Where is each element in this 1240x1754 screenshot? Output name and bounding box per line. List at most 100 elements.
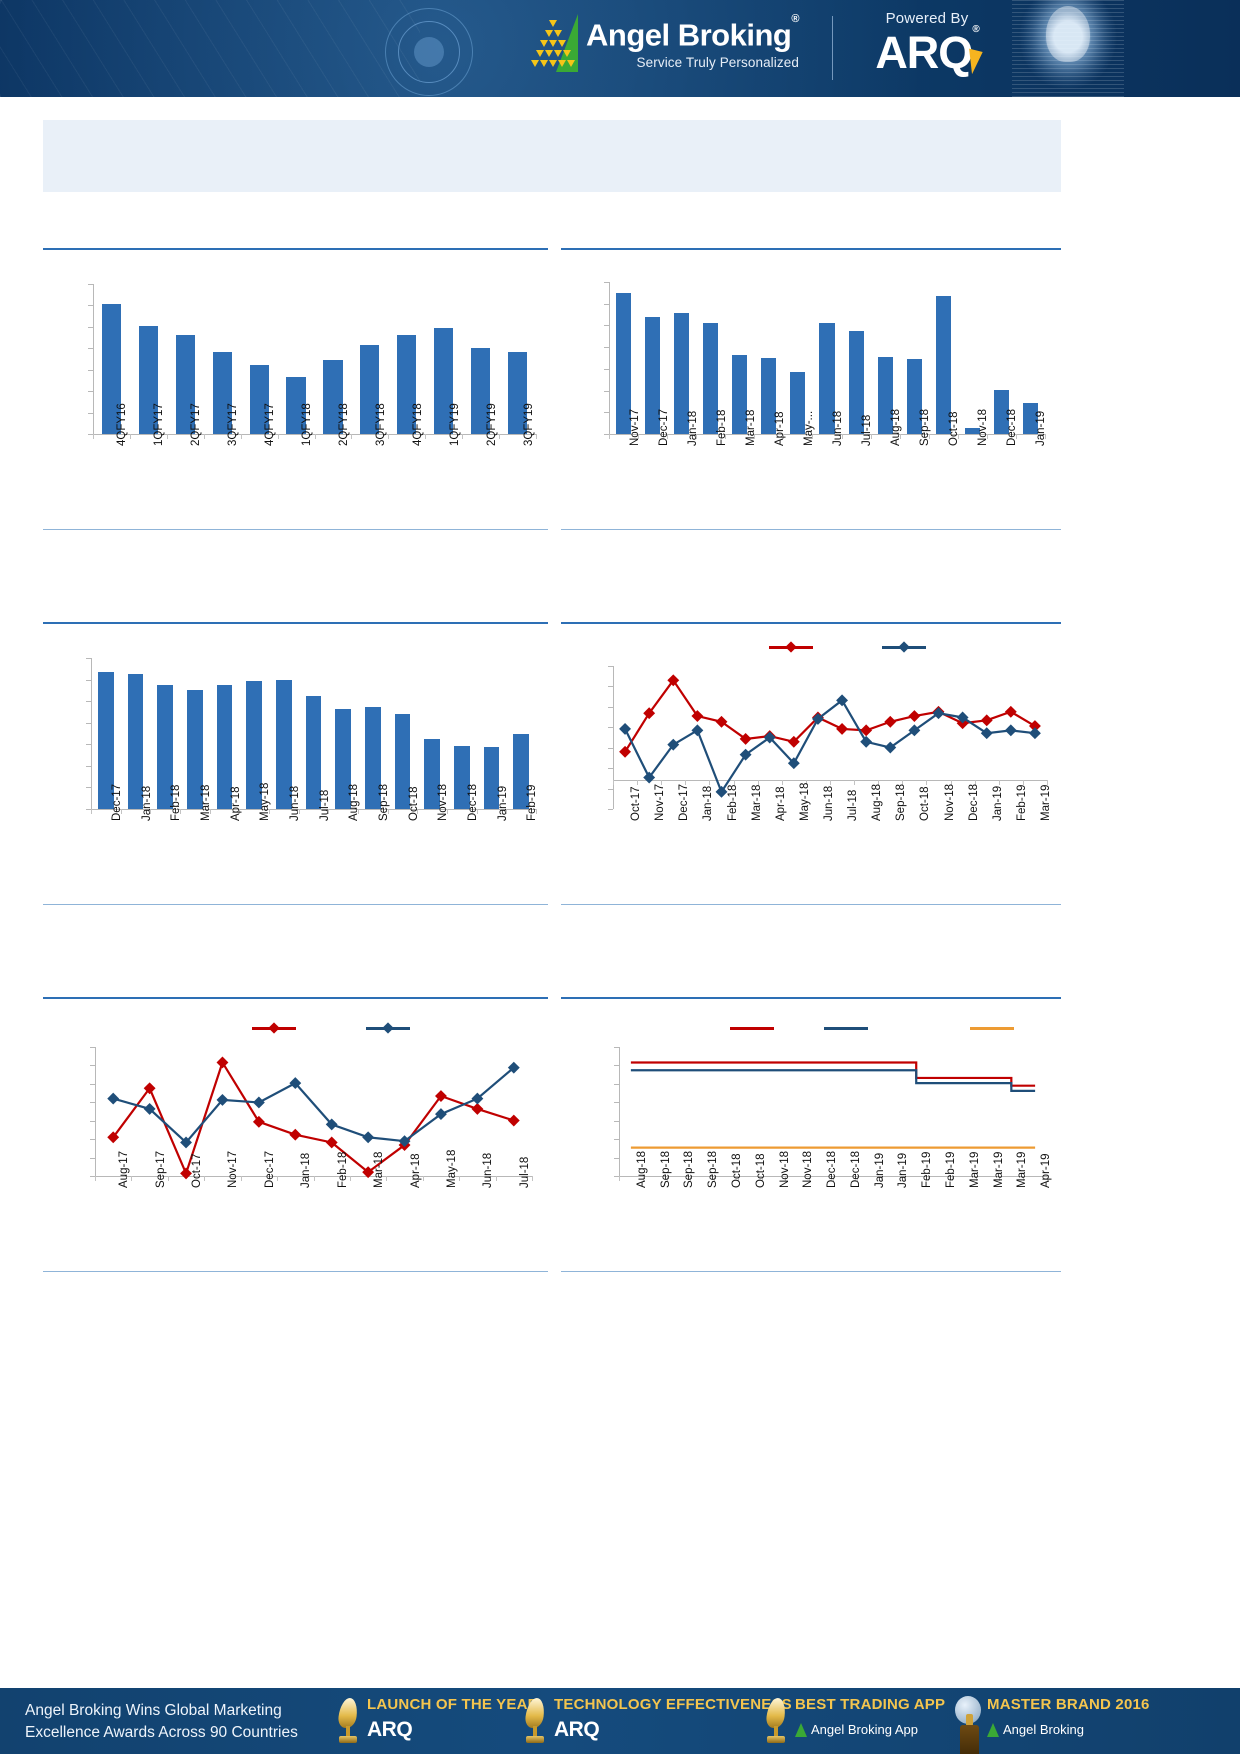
chart-4-plot: Oct-17 Nov-17 Dec-17 Jan-18 Feb-18 Mar-18 Apr-… [561,622,1061,905]
award-brand: Angel Broking App [795,1722,918,1737]
chart-5-plot: Aug-17 Sep-17 Oct-17 Nov-17 Dec-17 Jan-18 Feb-… [43,997,548,1272]
header-ring-graphic [385,8,473,96]
x-axis-tick [532,1176,533,1181]
x-axis-label: Apr-18 [774,786,787,821]
x-axis-label: Aug-17 [118,1150,131,1188]
award-title: MASTER BRAND 2016 [987,1696,1150,1713]
y-axis-tick [90,1065,95,1067]
x-axis-label: Jan-19 [991,785,1004,821]
y-axis-tick [608,768,613,770]
x-axis-label: 3QFY18 [374,403,387,446]
x-axis-tick [131,1176,133,1181]
x-axis-label: Jun-18 [288,785,301,821]
x-axis-label: Mar-18 [373,1151,386,1188]
bar [138,325,158,434]
x-axis-tick [459,1176,461,1181]
line-series-red [112,1059,515,1177]
y-axis-tick [88,326,93,328]
x-axis-label: Feb-18 [336,1151,349,1188]
x-axis-label: Nov-17 [628,408,641,446]
x-axis-label: Nov-17 [654,783,667,821]
x-axis-label: 3QFY19 [522,403,535,446]
bar [157,685,173,809]
y-axis-tick [608,788,613,790]
chart-6-plot: Aug-18 Sep-18 Sep-18 Sep-18 Oct-18 Oct-18 Nov-… [561,997,1061,1272]
x-axis-tick [180,809,181,814]
x-axis-label: Feb-19 [945,1151,957,1188]
y-axis-tick [88,305,93,307]
header-diagonal-pattern [0,0,420,97]
line-series-blue [112,1066,515,1145]
x-axis-label: Nov-17 [227,1150,240,1188]
data-point-marker [619,722,631,735]
card-rule-top [43,622,548,624]
x-axis-label: May-18 [259,782,272,821]
line-series-blue [630,1069,1036,1092]
x-axis-tick [240,1176,242,1181]
x-axis-label: Apr-18 [229,786,242,821]
data-point-marker [252,1115,265,1128]
bar [305,696,322,809]
y-axis [609,282,610,434]
x-axis-tick [725,434,727,439]
x-axis-label: Mar-18 [744,409,757,446]
x-axis-tick [666,1176,668,1181]
y-axis-tick [88,284,93,285]
x-axis-tick [93,434,94,439]
x-axis-label: Jan-18 [140,785,153,821]
x-axis-label: 4QFY17 [264,403,277,446]
registered-icon: ® [791,13,799,25]
x-axis-tick [928,1176,930,1181]
legend-line-swatch [730,1027,775,1030]
x-axis-tick [1047,780,1048,786]
y-axis-tick [86,787,91,789]
x-axis-tick [951,1176,953,1181]
card-rule-bottom [43,904,548,905]
x-axis-label: Sep-18 [707,1150,720,1188]
x-axis-tick [714,1176,716,1181]
data-point-marker [1004,724,1017,737]
x-axis-label: Sep-18 [659,1150,672,1188]
x-axis-tick [609,434,610,439]
bar [394,714,411,809]
data-point-marker [507,1114,520,1127]
x-axis-tick [167,1176,169,1181]
x-axis-tick [536,434,537,439]
x-axis-tick [737,1176,739,1181]
card-rule-bottom [561,529,1061,530]
powered-by-label: Powered By [885,10,969,27]
x-axis-tick [150,809,152,814]
footer-award-1: LAUNCH OF THE YEAR ARQ [335,1696,538,1748]
x-axis-tick [957,434,959,439]
y-axis-tick [86,658,91,659]
line-series-group [630,1061,1036,1149]
y-axis-tick [604,368,609,370]
x-axis-tick [998,780,1000,786]
x-axis-tick [386,1176,388,1181]
x-axis-tick [781,780,783,786]
x-axis-tick [328,809,330,814]
x-axis-tick [696,434,698,439]
x-axis-label: Oct-17 [191,1153,204,1188]
x-axis-label: Dec-17 [110,783,123,821]
x-axis-label: Apr-19 [1040,1153,1053,1188]
x-axis-label: Jul-18 [518,1156,531,1188]
header-avatar-graphic [1012,0,1124,97]
x-axis-tick [417,809,419,814]
x-axis-label: 4QFY16 [116,403,129,446]
x-axis-tick [950,780,952,786]
x-axis-tick [880,1176,882,1181]
x-axis-tick [499,434,501,439]
bar [703,322,719,434]
x-axis-label: May-18 [445,1149,458,1188]
card-rule-bottom [561,904,1061,905]
line-series-blue [624,698,1036,795]
x-axis-tick [506,809,508,814]
x-axis-label: Nov-18 [778,1150,791,1188]
bar [507,351,528,434]
line-series-group [107,1056,520,1180]
bar [360,345,380,434]
arq-wordmark: ARQ® [852,24,1002,76]
data-point-marker [471,1102,484,1115]
x-axis-label: Dec-17 [678,783,691,821]
